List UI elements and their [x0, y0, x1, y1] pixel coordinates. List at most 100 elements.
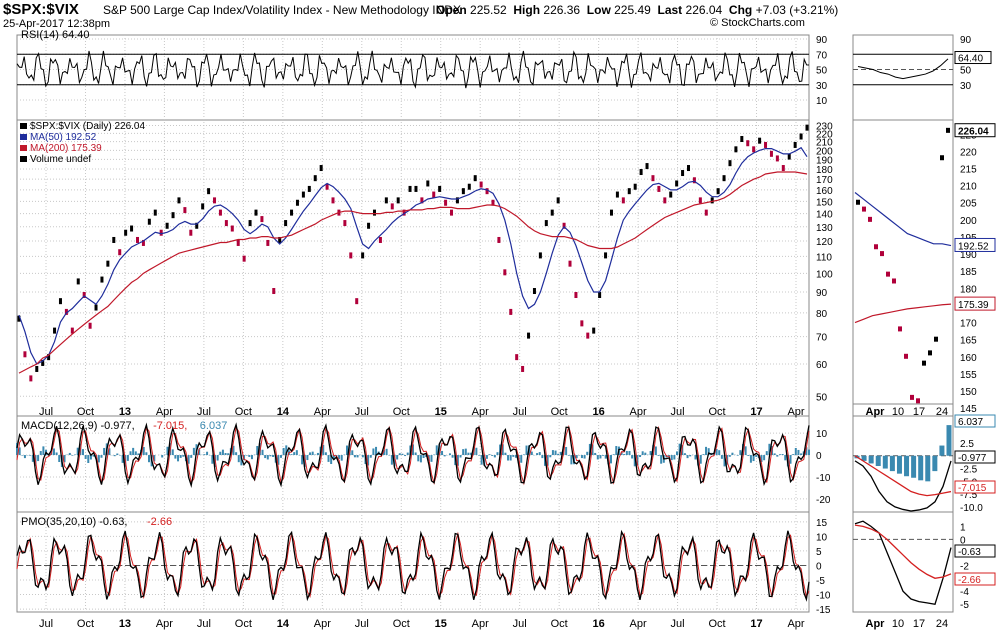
price-legend-item: MA(50) 192.52: [30, 132, 97, 143]
price-bar: [177, 197, 181, 204]
price-bar: [165, 222, 169, 229]
pmo-line: [16, 529, 810, 602]
x-axis-label: Jul: [513, 406, 527, 418]
zoom-price-bar: [886, 271, 890, 277]
macd-value-box: [954, 414, 996, 428]
quote-summary: Open 225.52 High 226.36 Low 225.49 Last …: [436, 3, 838, 17]
x-axis-label: Oct: [708, 618, 725, 630]
price-bar: [112, 236, 116, 243]
price-bar: [455, 197, 459, 204]
price-bar: [515, 354, 519, 361]
zoom-macd-line: [854, 460, 952, 512]
x-axis-label: Oct: [77, 406, 94, 418]
x-axis-label: 14: [277, 406, 290, 418]
pmo-value-box: [954, 544, 996, 558]
price-bar: [325, 183, 329, 190]
price-bar: [23, 351, 27, 358]
price-bar: [396, 197, 400, 204]
price-bar: [527, 332, 531, 339]
price-bar: [675, 180, 679, 187]
zoom-pmo-signal-line: [854, 524, 952, 579]
macd-tick-label: -20: [816, 495, 831, 506]
price-bar: [461, 188, 465, 195]
price-bar: [532, 288, 536, 295]
price-bar: [195, 222, 199, 229]
price-bar: [645, 163, 649, 170]
x-axis-label: 15: [435, 406, 447, 418]
zoom-x-label: 24: [936, 406, 948, 418]
price-bar: [627, 188, 631, 195]
zoom-macd-hist-bar: [889, 455, 895, 472]
pmo-tick-label: -10: [816, 591, 831, 602]
x-axis-label: 16: [593, 406, 605, 418]
pmo-tick-label: 10: [816, 532, 828, 543]
zoom-ma50-line: [854, 191, 952, 247]
x-axis-label: 14: [277, 618, 290, 630]
x-axis-label: 17: [750, 618, 762, 630]
zoom-price-bar: [868, 216, 872, 222]
price-bar: [479, 181, 483, 188]
pmo-tick-label: 5: [816, 547, 822, 558]
price-bar: [781, 165, 785, 172]
price-bar: [728, 160, 732, 167]
quote-date: 25-Apr-2017 12:38pm: [3, 18, 111, 30]
open-label: Open: [436, 3, 467, 17]
zoom-macd-tick-label: -7.5: [960, 490, 978, 501]
price-bar: [118, 249, 122, 256]
ma200-line: [18, 171, 808, 374]
price-bar: [609, 209, 613, 216]
zoom-pmo-tick-label: -5: [960, 600, 969, 611]
price-bar: [746, 140, 750, 147]
price-bar: [438, 185, 442, 192]
price-bar: [189, 229, 193, 236]
symbol-name: S&P 500 Large Cap Index/Volatility Index…: [103, 3, 461, 17]
price-bar: [284, 220, 288, 227]
x-axis-label: Oct: [393, 618, 410, 630]
zoom-rsi-value-label: 64.40: [958, 54, 983, 65]
price-bar: [390, 203, 394, 210]
macd-value-label: 6.037: [958, 417, 983, 428]
x-axis-label: Jul: [355, 618, 369, 630]
x-axis-label: Apr: [787, 406, 804, 418]
x-axis-label: Apr: [314, 406, 331, 418]
price-bar: [651, 175, 655, 182]
macd-tick-label: 0: [816, 451, 822, 462]
x-axis-label: Apr: [630, 406, 647, 418]
price-bar: [278, 236, 282, 243]
price-bar: [538, 252, 542, 259]
zoom-price-tick-label: 155: [960, 370, 977, 381]
price-bar: [201, 203, 205, 210]
zoom-pmo-line: [854, 520, 952, 605]
price-value-box: [954, 296, 996, 311]
price-bar: [639, 169, 643, 176]
zoom-price-bar: [880, 251, 884, 257]
zoom-pmo-tick-label: 1: [960, 522, 966, 533]
rsi-legend: RSI(14) 64.40: [21, 30, 89, 41]
pmo-tick-label: -15: [816, 605, 831, 616]
price-bar: [799, 133, 803, 140]
price-bar: [414, 185, 418, 192]
symbol-title: $SPX:$VIX: [3, 1, 79, 18]
price-tick-label: 60: [816, 360, 828, 371]
price-bar: [604, 252, 608, 259]
price-bar: [704, 209, 708, 216]
macd-value-box: [954, 480, 996, 494]
zoom-price-tick-label: 210: [960, 182, 977, 193]
x-axis-label: 13: [119, 618, 131, 630]
x-axis-label: Jul: [39, 406, 53, 418]
price-bar: [343, 220, 347, 227]
zoom-price-tick-label: 215: [960, 165, 977, 176]
macd-signal-line: [16, 424, 810, 486]
price-bar: [141, 239, 145, 246]
price-bar: [76, 278, 80, 285]
price-bar: [592, 327, 596, 334]
price-bar: [734, 146, 738, 153]
chg-value: +7.03 (+3.21%): [755, 3, 839, 17]
price-bar: [805, 124, 809, 131]
zoom-rsi-tick-label: 50: [960, 66, 972, 77]
price-bar: [473, 175, 477, 182]
price-bar: [669, 191, 673, 198]
rsi-line: [16, 50, 810, 89]
zoom-price-bar: [934, 336, 938, 342]
x-axis-label: Oct: [708, 406, 725, 418]
